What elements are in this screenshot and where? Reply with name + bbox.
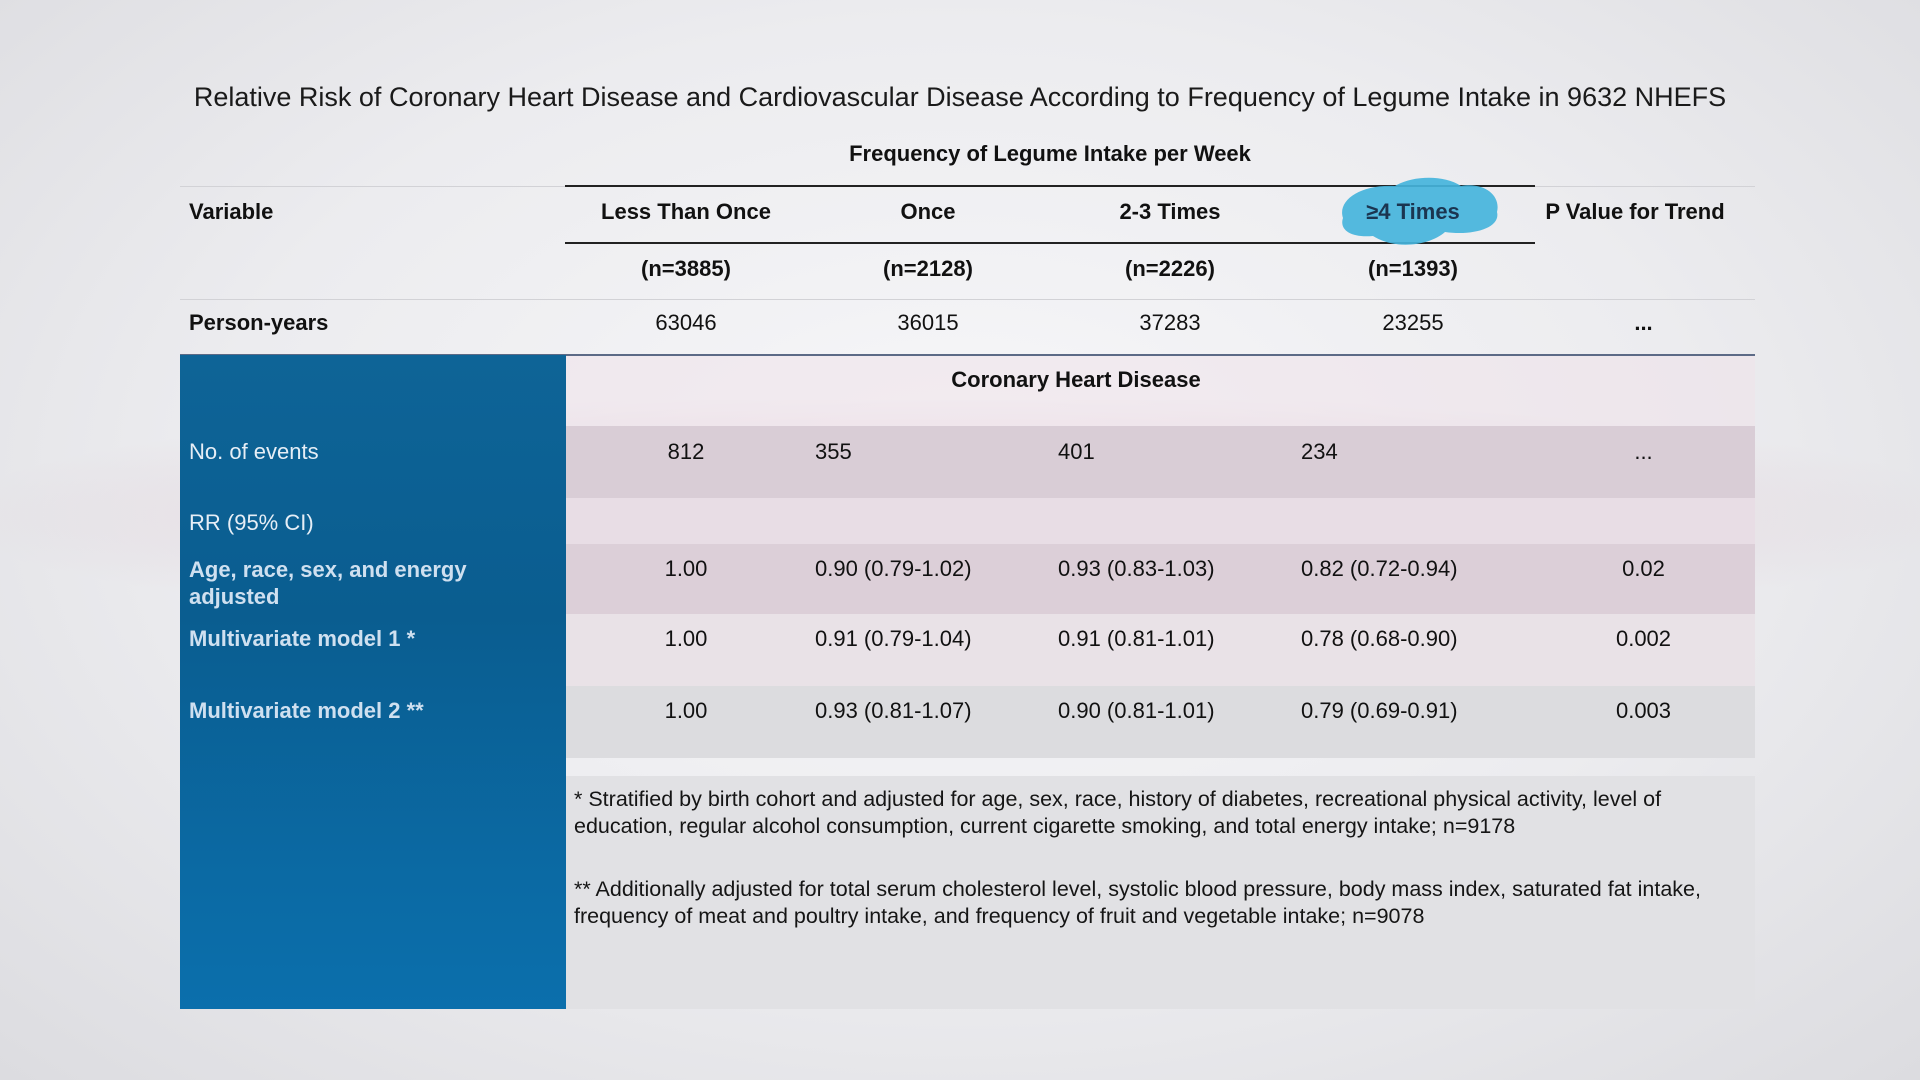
model-2-once: 0.93 (0.81-1.07) bbox=[815, 698, 972, 723]
count-4-plus-times: (n=1393) bbox=[1368, 256, 1458, 281]
person-years-label: Person-years bbox=[189, 310, 329, 335]
model-a-label-line2: adjusted bbox=[189, 584, 280, 609]
model-2-p-trend: 0.003 bbox=[1615, 698, 1672, 723]
group-rule-bottom bbox=[565, 242, 1535, 244]
events-p-trend: ... bbox=[1634, 439, 1653, 464]
count-less-than-once: (n=3885) bbox=[641, 256, 731, 281]
col-header-2-3-times: 2-3 Times bbox=[1119, 199, 1221, 224]
footnote-model-1: * Stratified by birth cohort and adjuste… bbox=[574, 787, 1662, 838]
events-4-plus-times: 234 bbox=[1301, 439, 1338, 464]
count-once: (n=2128) bbox=[883, 256, 973, 281]
page-title: Relative Risk of Coronary Heart Disease … bbox=[193, 82, 1727, 112]
model-1-p-trend: 0.002 bbox=[1615, 626, 1672, 651]
col-header-p-trend: P Value for Trend bbox=[1545, 199, 1725, 224]
row-label-column bbox=[180, 355, 566, 1009]
person-years-p-trend: ... bbox=[1634, 310, 1653, 335]
model-a-p-trend: 0.02 bbox=[1622, 556, 1665, 581]
model-a-less-than-once: 1.00 bbox=[664, 556, 708, 581]
count-2-3-times: (n=2226) bbox=[1125, 256, 1215, 281]
footnote-model-2: ** Additionally adjusted for total serum… bbox=[574, 877, 1701, 928]
variable-header: Variable bbox=[189, 199, 274, 224]
person-years-rule bbox=[180, 354, 1755, 356]
model-a-once: 0.90 (0.79-1.02) bbox=[815, 556, 972, 581]
model-2-label: Multivariate model 2 ** bbox=[189, 698, 424, 723]
model-1-label: Multivariate model 1 * bbox=[189, 626, 416, 651]
counts-rule bbox=[180, 299, 1755, 300]
rr-row-band bbox=[566, 498, 1755, 544]
person-years-less-than-once: 63046 bbox=[655, 310, 717, 335]
model-2-2-3-times: 0.90 (0.81-1.01) bbox=[1058, 698, 1215, 723]
events-less-than-once: 812 bbox=[667, 439, 705, 464]
model-a-label: Age, race, sex, and energy adjusted bbox=[189, 556, 467, 610]
events-label: No. of events bbox=[189, 439, 319, 464]
events-2-3-times: 401 bbox=[1058, 439, 1095, 464]
events-row-band bbox=[566, 426, 1755, 498]
group-rule-top bbox=[565, 185, 1535, 187]
events-once: 355 bbox=[815, 439, 852, 464]
rr-label: RR (95% CI) bbox=[189, 510, 314, 535]
model-1-less-than-once: 1.00 bbox=[664, 626, 708, 651]
model-2-band bbox=[566, 686, 1755, 758]
model-a-band bbox=[566, 544, 1755, 614]
model-a-4-plus-times: 0.82 (0.72-0.94) bbox=[1301, 556, 1458, 581]
section-header-band bbox=[566, 356, 1755, 426]
person-years-once: 36015 bbox=[897, 310, 959, 335]
col-header-less-than-once: Less Than Once bbox=[601, 199, 771, 224]
person-years-2-3-times: 37283 bbox=[1139, 310, 1201, 335]
model-2-less-than-once: 1.00 bbox=[664, 698, 708, 723]
model-a-2-3-times: 0.93 (0.83-1.03) bbox=[1058, 556, 1215, 581]
model-1-band bbox=[566, 614, 1755, 686]
section-title: Coronary Heart Disease bbox=[951, 367, 1201, 392]
model-1-2-3-times: 0.91 (0.81-1.01) bbox=[1058, 626, 1215, 651]
model-2-4-plus-times: 0.79 (0.69-0.91) bbox=[1301, 698, 1458, 723]
col-header-once: Once bbox=[900, 199, 956, 224]
footnote-band bbox=[566, 776, 1755, 1009]
highlight-marker bbox=[1342, 177, 1498, 245]
col-header-4-plus-times: ≥4 Times bbox=[1366, 199, 1460, 224]
model-a-label-line1: Age, race, sex, and energy bbox=[189, 557, 467, 582]
person-years-4-plus-times: 23255 bbox=[1382, 310, 1444, 335]
model-1-once: 0.91 (0.79-1.04) bbox=[815, 626, 972, 651]
frequency-group-header: Frequency of Legume Intake per Week bbox=[849, 141, 1251, 166]
model-1-4-plus-times: 0.78 (0.68-0.90) bbox=[1301, 626, 1458, 651]
